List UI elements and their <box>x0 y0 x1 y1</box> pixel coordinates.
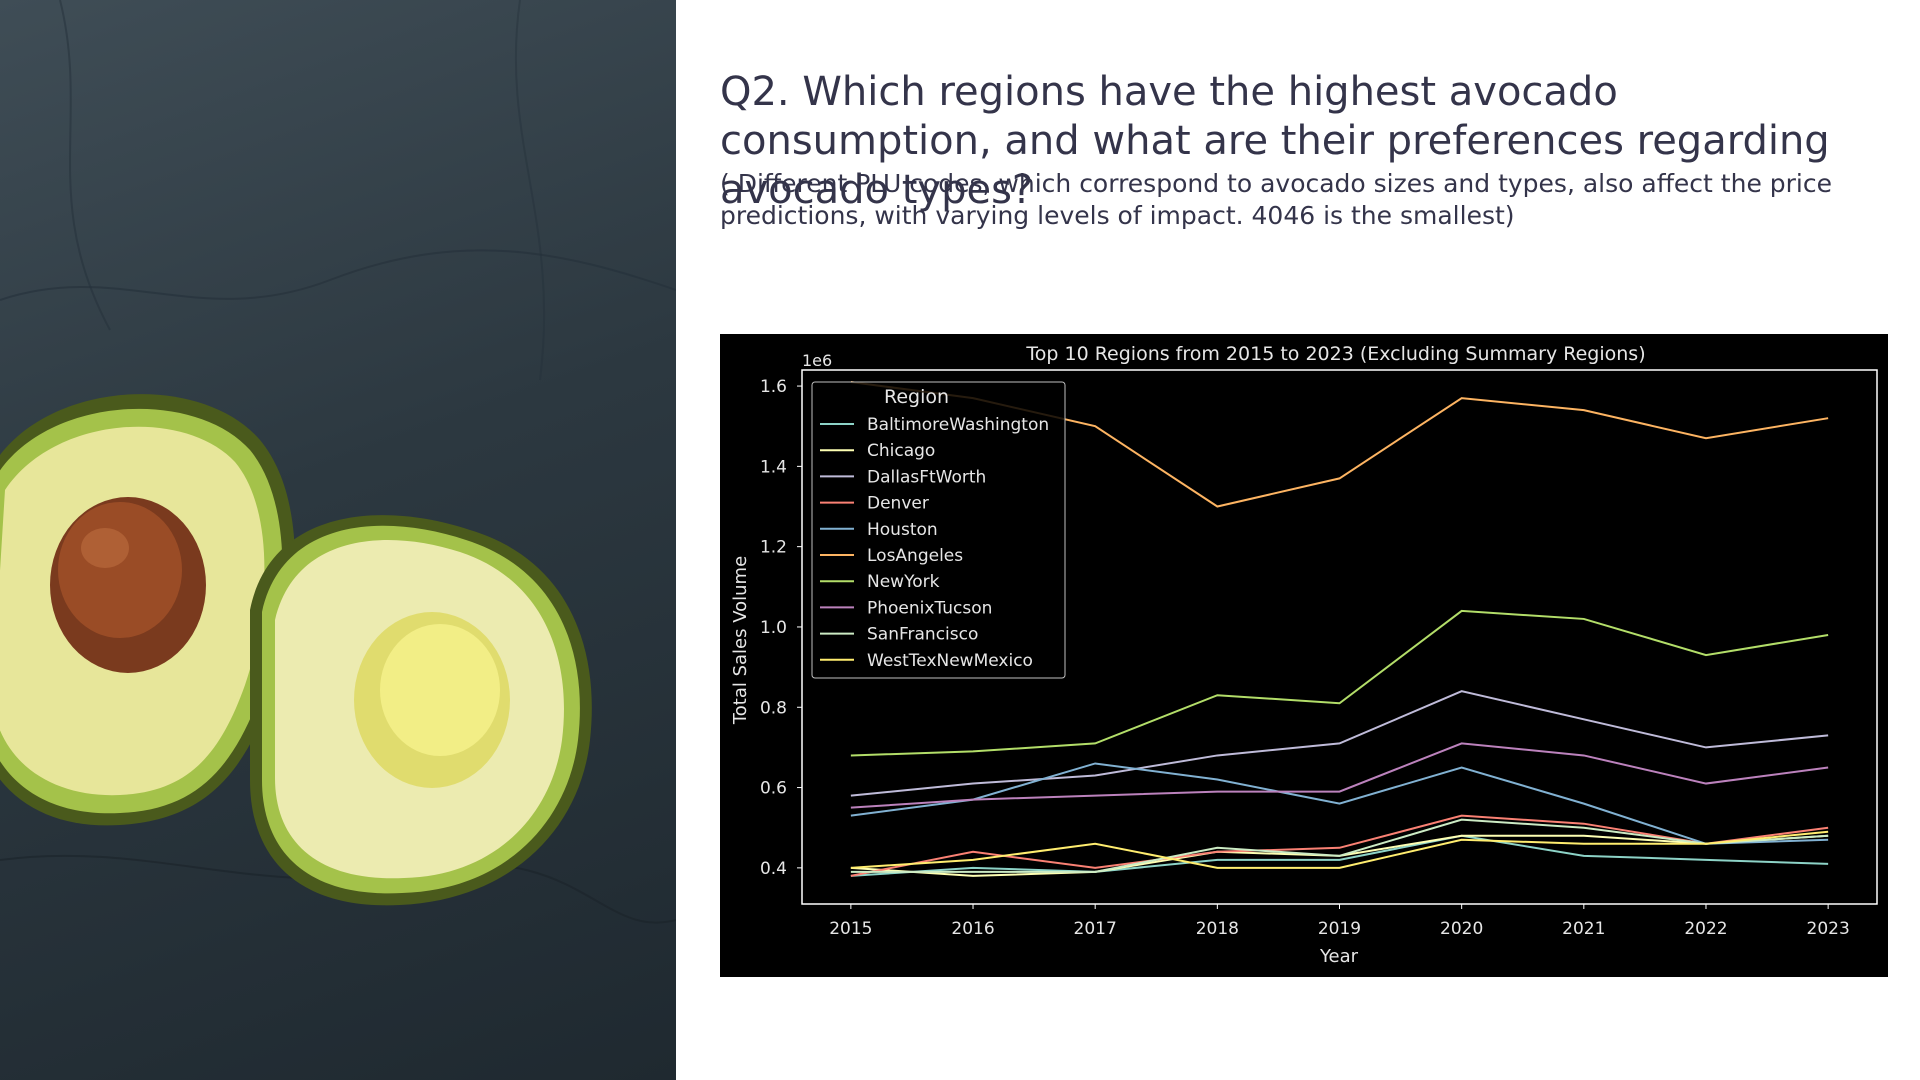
x-tick-label: 2022 <box>1684 919 1727 939</box>
y-tick-label: 1.2 <box>760 538 787 558</box>
x-tick-label: 2018 <box>1196 919 1239 939</box>
series-line-WestTexNewMexico <box>850 830 1829 869</box>
y-tick-label: 1.0 <box>760 618 787 638</box>
series-line-Houston <box>850 762 1829 845</box>
series-line-NewYork <box>850 609 1829 757</box>
x-tick-label: 2019 <box>1318 919 1361 939</box>
x-tick-label: 2023 <box>1807 919 1850 939</box>
avocado-left-half <box>0 394 295 826</box>
avocado-photo <box>0 0 676 1080</box>
x-tick-label: 2021 <box>1562 919 1605 939</box>
y-tick-label: 0.8 <box>760 698 787 718</box>
y-tick-label: 1.6 <box>760 377 787 397</box>
series-line-Denver <box>850 814 1829 877</box>
y-tick-label: 0.6 <box>760 779 787 799</box>
y-axis-label: Total Sales Volume <box>730 556 751 725</box>
legend-label-Chicago: Chicago <box>867 441 935 461</box>
x-tick-label: 2017 <box>1074 919 1117 939</box>
legend-title: Region <box>884 386 949 408</box>
avocado-right-half <box>250 515 592 906</box>
chart-panel: 0.4 0.6 0.8 1.0 1.2 1.4 1.6 2015 2016 2017 2018 201… <box>720 334 1888 977</box>
chart-title: Top 10 Regions from 2015 to 2023 (Exclud… <box>1025 343 1645 365</box>
series-line-SanFrancisco <box>850 818 1829 873</box>
line-chart: 0.4 0.6 0.8 1.0 1.2 1.4 1.6 2015 2016 2017 2018 201… <box>730 343 1878 967</box>
y-tick-label: 1.4 <box>760 457 787 477</box>
x-tick-label: 2016 <box>951 919 994 939</box>
legend-label-PhoenixTucson: PhoenixTucson <box>867 598 992 618</box>
legend-box <box>811 381 1066 679</box>
slide-subtitle: ( Different PLU codes, which correspond … <box>720 169 1832 230</box>
y-scale-label: 1e6 <box>802 351 832 370</box>
series-line-DallasFtWorth <box>850 690 1829 797</box>
legend-label-SanFrancisco: SanFrancisco <box>867 625 978 645</box>
series-line-BaltimoreWashington <box>850 834 1829 877</box>
legend-label-LosAngeles: LosAngeles <box>867 546 963 566</box>
legend-label-DallasFtWorth: DallasFtWorth <box>867 467 986 487</box>
legend-label-BaltimoreWashington: BaltimoreWashington <box>867 415 1049 435</box>
x-tick-label: 2015 <box>829 919 872 939</box>
legend-label-WestTexNewMexico: WestTexNewMexico <box>867 651 1033 671</box>
x-axis-label: Year <box>1319 946 1359 967</box>
legend-label-NewYork: NewYork <box>867 572 940 592</box>
y-tick-label: 0.4 <box>760 859 787 879</box>
legend-label-Denver: Denver <box>867 494 929 514</box>
slide-title: Q2. Which regions have the highest avoca… <box>720 69 1830 213</box>
x-tick-label: 2020 <box>1440 919 1483 939</box>
legend-label-Houston: Houston <box>867 520 938 540</box>
series-line-PhoenixTucson <box>850 742 1829 809</box>
